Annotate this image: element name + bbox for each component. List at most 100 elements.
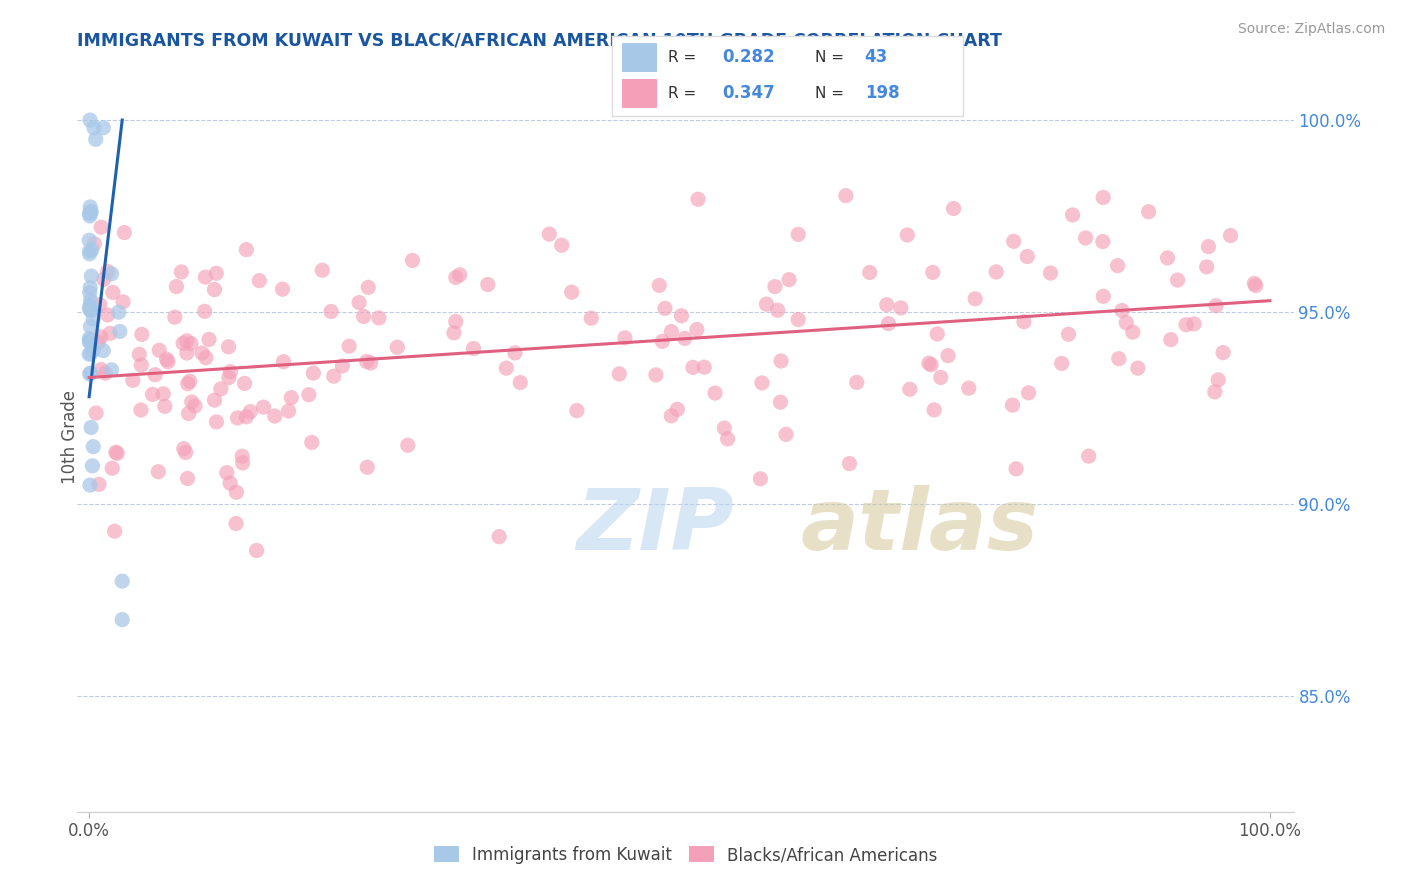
Point	[770, 354, 793, 368]
Point	[1091, 235, 1114, 249]
Point	[463, 342, 485, 356]
Point	[170, 265, 193, 279]
Point	[495, 361, 517, 376]
Point	[1111, 303, 1133, 318]
Point	[194, 270, 217, 285]
Point	[693, 360, 716, 375]
Point	[79, 334, 101, 348]
Point	[108, 325, 131, 339]
Point	[965, 292, 987, 306]
Point	[1204, 384, 1226, 399]
Point	[165, 279, 187, 293]
Point	[131, 327, 153, 342]
Text: atlas: atlas	[801, 485, 1039, 568]
Point	[659, 409, 682, 423]
Point	[890, 301, 912, 315]
Point	[93, 272, 115, 286]
Point	[198, 333, 221, 347]
Point	[176, 471, 198, 485]
Point	[79, 209, 101, 223]
Point	[83, 236, 105, 251]
Point	[1167, 273, 1189, 287]
Point	[79, 335, 101, 350]
Point	[232, 456, 254, 470]
Point	[1205, 299, 1227, 313]
Point	[90, 362, 112, 376]
Point	[246, 543, 269, 558]
Point	[148, 343, 170, 358]
Point	[218, 370, 240, 384]
Point	[155, 352, 177, 367]
Point	[332, 359, 354, 373]
Point	[1160, 333, 1182, 347]
Point	[356, 354, 378, 368]
Point	[1017, 250, 1039, 264]
Point	[87, 477, 110, 491]
Point	[936, 349, 959, 363]
Point	[927, 326, 949, 341]
Point	[763, 279, 786, 293]
Point	[277, 404, 299, 418]
Point	[778, 273, 800, 287]
Point	[100, 363, 122, 377]
Point	[717, 432, 740, 446]
Point	[298, 388, 321, 402]
Point	[97, 308, 120, 322]
Point	[131, 358, 153, 372]
Point	[184, 399, 207, 413]
Point	[1126, 361, 1149, 376]
Point	[215, 466, 238, 480]
Point	[105, 446, 128, 460]
Point	[179, 374, 201, 388]
Point	[775, 427, 797, 442]
Point	[235, 243, 257, 257]
Point	[100, 267, 122, 281]
Point	[233, 376, 256, 391]
Point	[280, 391, 302, 405]
Point	[80, 420, 103, 434]
Point	[613, 331, 636, 345]
Point	[1175, 318, 1198, 332]
Text: R =: R =	[668, 50, 702, 65]
Point	[225, 516, 247, 531]
Point	[488, 530, 510, 544]
Point	[360, 356, 382, 370]
Point	[205, 415, 228, 429]
Point	[921, 265, 943, 279]
Point	[477, 277, 499, 292]
Point	[1050, 356, 1073, 370]
Point	[80, 333, 103, 347]
Point	[79, 302, 101, 317]
Point	[896, 227, 918, 242]
Point	[79, 244, 101, 259]
Point	[1074, 231, 1097, 245]
Text: N =: N =	[815, 50, 849, 65]
Point	[942, 202, 965, 216]
Point	[231, 449, 253, 463]
Text: ZIP: ZIP	[576, 485, 734, 568]
Point	[918, 356, 941, 370]
Point	[449, 268, 471, 282]
Point	[509, 376, 531, 390]
Point	[682, 360, 704, 375]
Point	[225, 485, 247, 500]
Point	[90, 330, 112, 344]
Point	[353, 310, 375, 324]
Point	[104, 524, 127, 539]
Text: 198: 198	[865, 85, 900, 103]
Point	[686, 322, 709, 336]
Point	[1182, 317, 1205, 331]
Point	[957, 381, 980, 395]
Point	[91, 343, 114, 358]
Point	[1212, 345, 1234, 359]
Point	[838, 457, 860, 471]
Point	[311, 263, 333, 277]
Point	[1195, 260, 1218, 274]
Point	[82, 311, 104, 326]
Point	[755, 297, 778, 311]
Point	[387, 340, 409, 354]
Point	[1206, 373, 1229, 387]
Point	[209, 382, 232, 396]
Point	[194, 304, 217, 318]
Point	[121, 373, 143, 387]
